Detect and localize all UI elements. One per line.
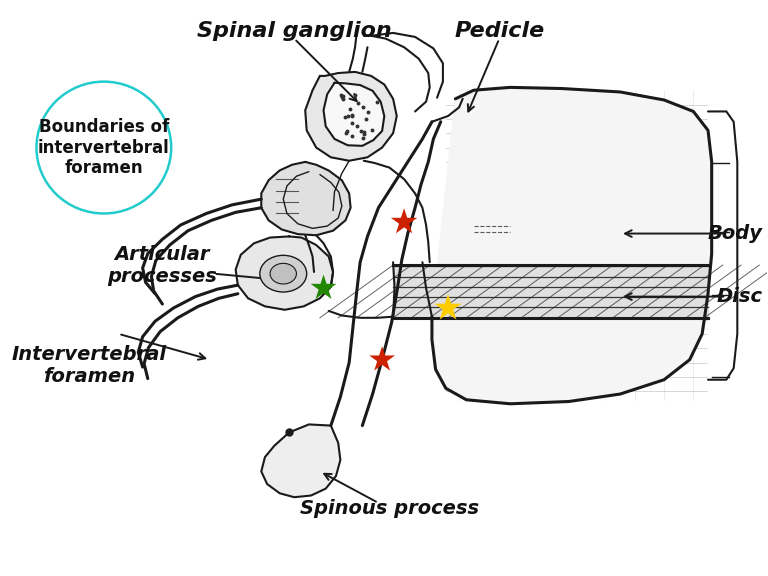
Text: Pedicle: Pedicle bbox=[454, 21, 545, 41]
Text: Disc: Disc bbox=[717, 287, 763, 306]
Text: Articular
processes: Articular processes bbox=[108, 245, 217, 286]
Point bbox=[376, 355, 389, 364]
Polygon shape bbox=[261, 425, 340, 497]
Ellipse shape bbox=[36, 82, 171, 214]
Point bbox=[317, 283, 329, 293]
Text: Intervertebral
foramen: Intervertebral foramen bbox=[12, 346, 167, 386]
Polygon shape bbox=[236, 236, 333, 310]
Point bbox=[398, 218, 410, 227]
Text: Boundaries of
intervertebral
foramen: Boundaries of intervertebral foramen bbox=[38, 118, 170, 177]
Polygon shape bbox=[261, 162, 351, 235]
Circle shape bbox=[270, 263, 296, 284]
Text: Spinal ganglion: Spinal ganglion bbox=[197, 21, 392, 41]
Circle shape bbox=[260, 255, 306, 292]
Polygon shape bbox=[393, 265, 708, 318]
Text: Body: Body bbox=[708, 224, 763, 243]
Text: Spinous process: Spinous process bbox=[300, 499, 479, 518]
Polygon shape bbox=[432, 88, 712, 404]
Polygon shape bbox=[323, 83, 384, 146]
Polygon shape bbox=[305, 72, 397, 161]
Point bbox=[442, 304, 454, 313]
